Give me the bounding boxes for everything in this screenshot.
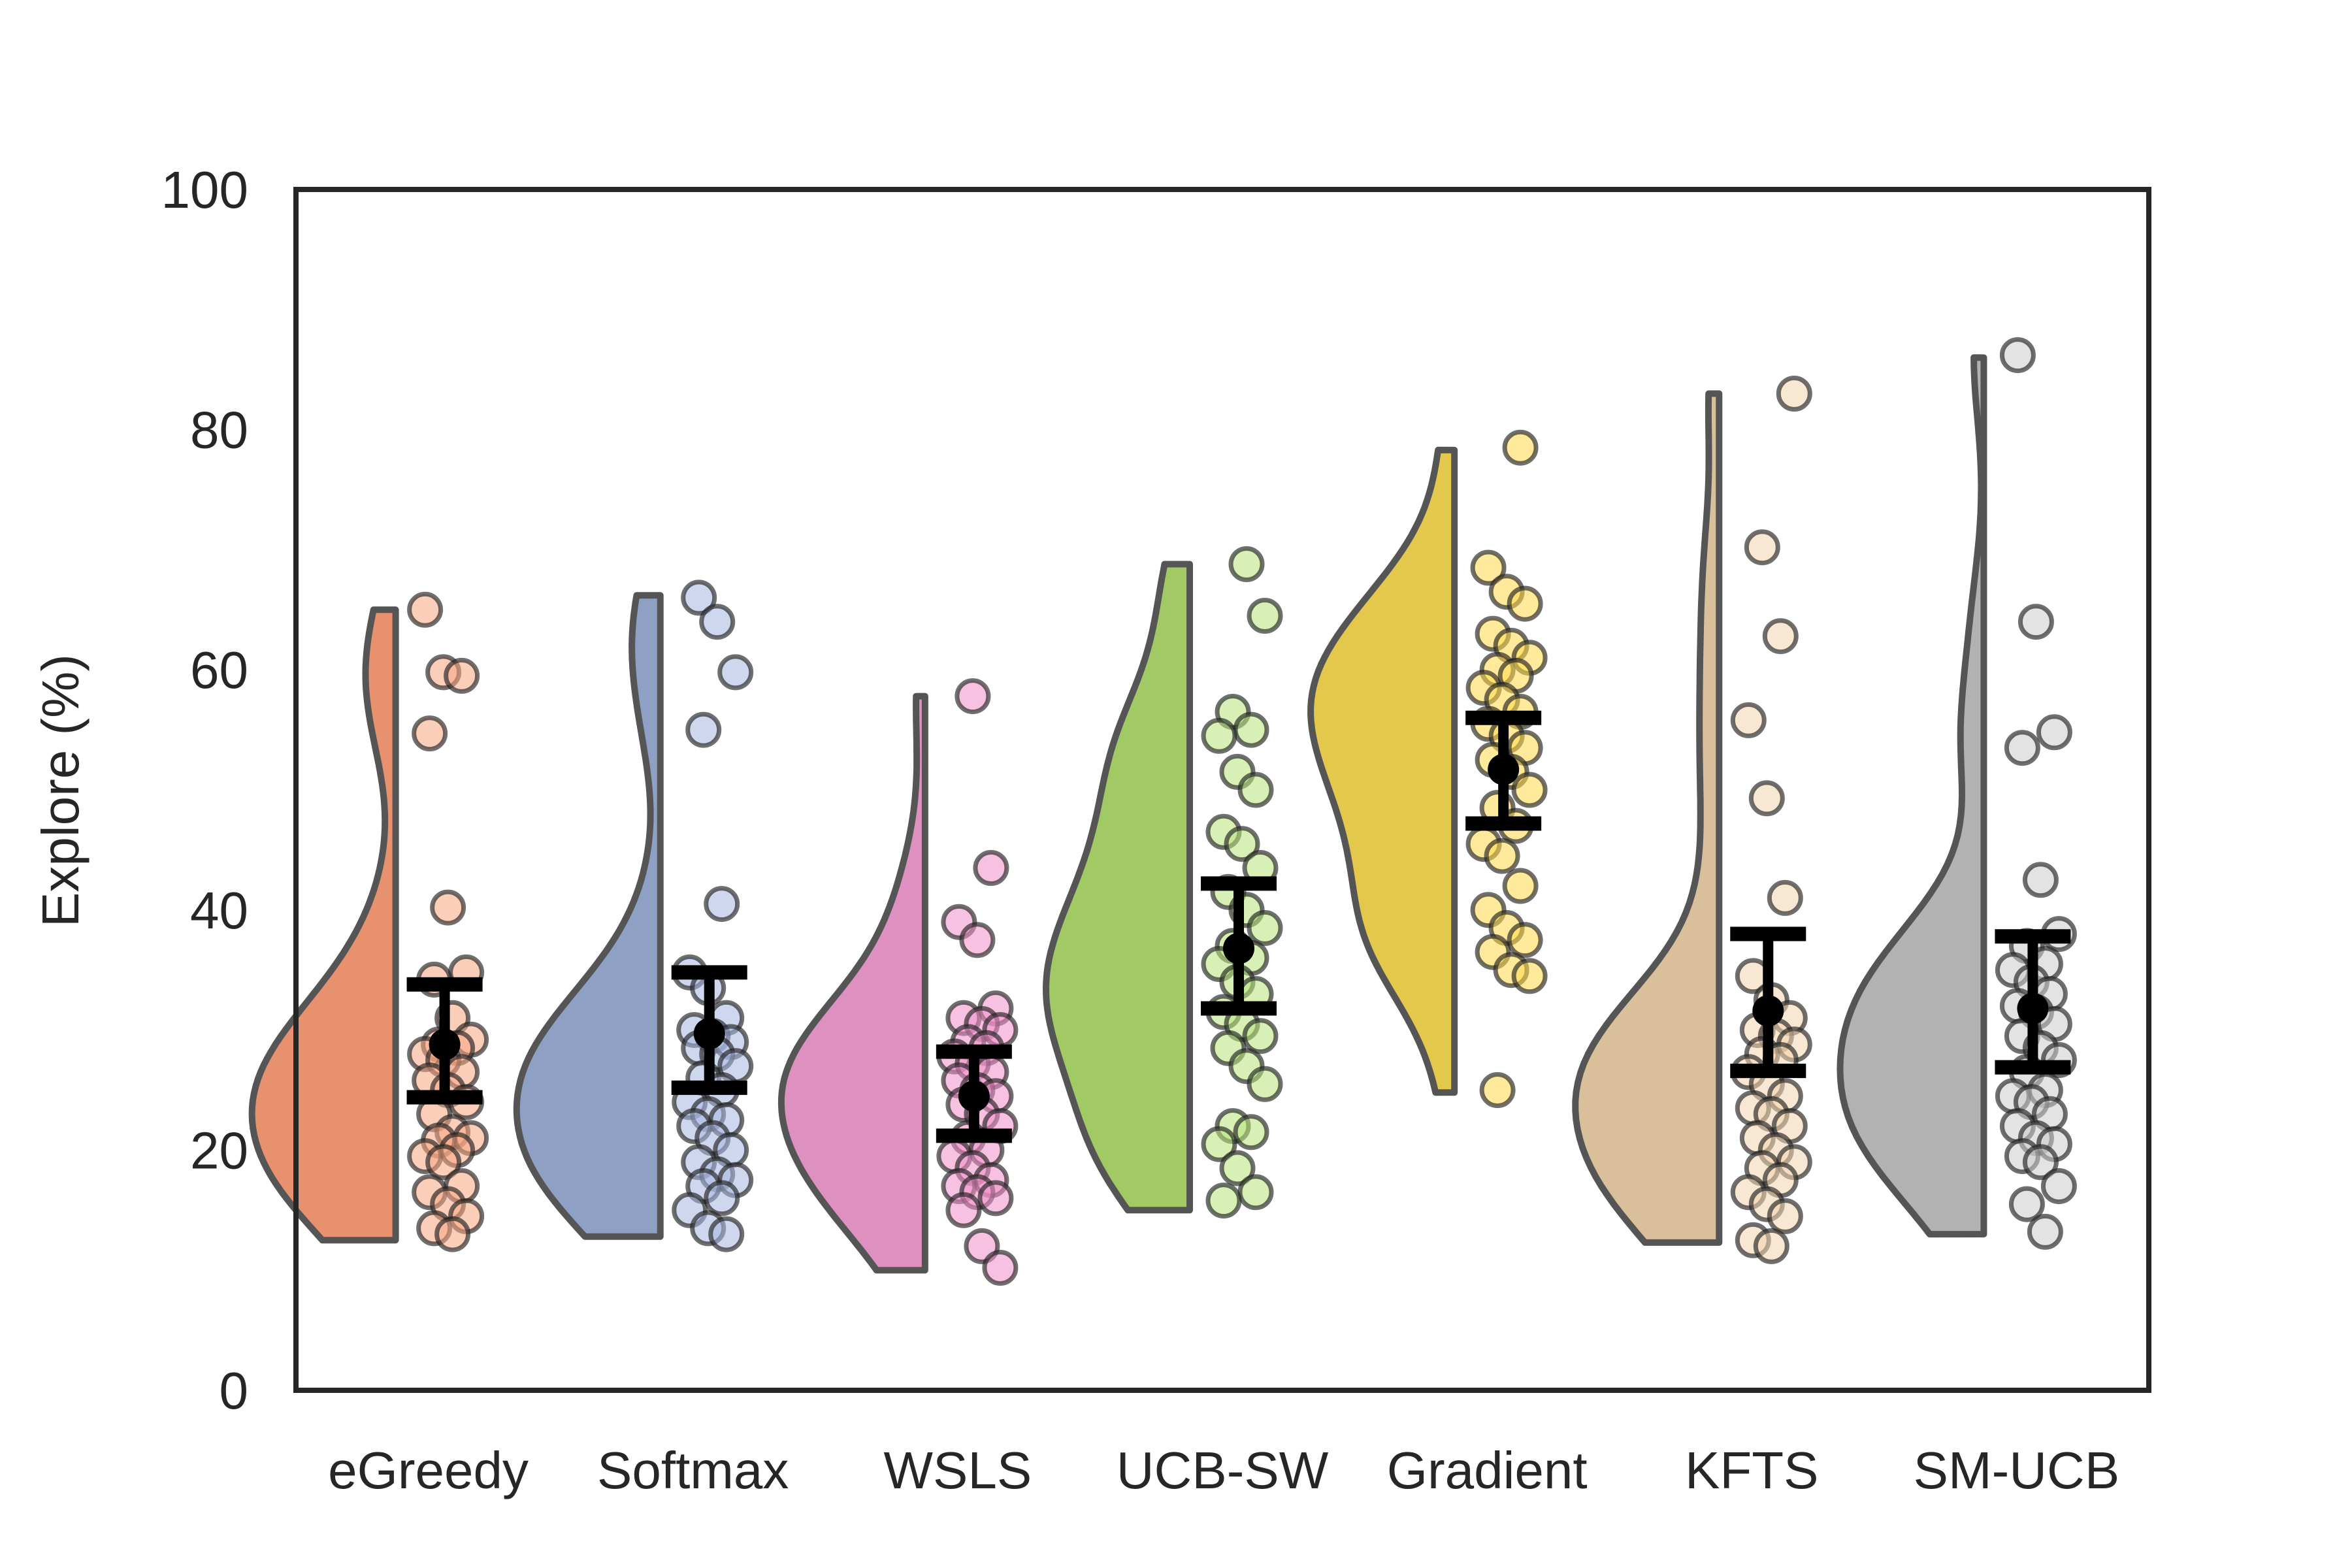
point-gradient-1 bbox=[1470, 549, 1507, 586]
point-softmax-0 bbox=[681, 580, 717, 616]
point-gradient-17 bbox=[1511, 772, 1548, 808]
mean-marker-softmax bbox=[693, 1018, 725, 1050]
y-axis-label: Explore (%) bbox=[31, 654, 90, 927]
point-gradient-0 bbox=[1502, 429, 1539, 466]
mean-marker-egreedy bbox=[429, 1028, 461, 1060]
x-tick-label-wsls: WSLS bbox=[883, 1441, 1032, 1499]
point-ucb-sw-23 bbox=[1247, 1066, 1283, 1102]
point-sm-ucb-2 bbox=[2036, 714, 2072, 751]
point-softmax-2 bbox=[717, 654, 754, 691]
x-tick-label-sm-ucb: SM-UCB bbox=[1914, 1441, 2120, 1499]
point-ucb-sw-27 bbox=[1219, 1150, 1256, 1186]
y-tick-label-40: 40 bbox=[190, 881, 248, 939]
point-softmax-26 bbox=[704, 1180, 740, 1217]
point-kfts-1 bbox=[1744, 529, 1780, 566]
point-ucb-sw-25 bbox=[1233, 1114, 1269, 1151]
point-ucb-sw-3 bbox=[1233, 711, 1269, 748]
point-ucb-sw-29 bbox=[1205, 1183, 1242, 1219]
violin-egreedy bbox=[248, 606, 399, 1244]
x-tick-label-kfts: KFTS bbox=[1685, 1441, 1818, 1499]
violin-gradient bbox=[1307, 446, 1458, 1096]
x-axis: eGreedy Softmax WSLS UCB-SW Gradient KFTS SM-U… bbox=[328, 1441, 2119, 1499]
point-ucb-sw-0 bbox=[1228, 546, 1265, 582]
violin-kfts bbox=[1572, 390, 1723, 1246]
point-kfts-0 bbox=[1776, 376, 1812, 412]
point-kfts-3 bbox=[1730, 702, 1767, 738]
point-wsls-3 bbox=[959, 922, 996, 958]
point-gradient-22 bbox=[1502, 868, 1539, 904]
point-gradient-25 bbox=[1507, 922, 1543, 958]
point-softmax-29 bbox=[708, 1216, 745, 1252]
point-ucb-sw-12 bbox=[1247, 909, 1283, 946]
point-ucb-sw-8 bbox=[1224, 826, 1260, 862]
x-tick-label-softmax: Softmax bbox=[597, 1441, 789, 1499]
mean-marker-sm-ucb bbox=[2017, 992, 2049, 1024]
x-tick-label-gradient: Gradient bbox=[1387, 1441, 1588, 1499]
point-wsls-29 bbox=[982, 1250, 1019, 1286]
y-tick-label-60: 60 bbox=[190, 641, 248, 699]
point-egreedy-3 bbox=[412, 715, 448, 752]
point-sm-ucb-0 bbox=[1999, 337, 2036, 374]
mean-marker-wsls bbox=[958, 1080, 990, 1112]
point-sm-ucb-28 bbox=[2008, 1186, 2045, 1222]
point-ucb-sw-6 bbox=[1237, 772, 1274, 808]
point-kfts-27 bbox=[1767, 1198, 1803, 1234]
plot-frame bbox=[293, 187, 2151, 1393]
mean-marker-kfts bbox=[1752, 995, 1784, 1027]
point-sm-ucb-29 bbox=[2027, 1213, 2063, 1250]
x-tick-label-egreedy: eGreedy bbox=[328, 1441, 529, 1499]
point-egreedy-2 bbox=[444, 657, 480, 694]
y-tick-label-20: 20 bbox=[190, 1121, 248, 1179]
point-ucb-sw-28 bbox=[1237, 1174, 1274, 1211]
point-egreedy-4 bbox=[430, 889, 466, 926]
violin-ucb-sw bbox=[1043, 561, 1193, 1214]
point-gradient-21 bbox=[1484, 838, 1520, 874]
point-ucb-sw-1 bbox=[1247, 598, 1283, 634]
point-kfts-4 bbox=[1748, 780, 1785, 817]
point-sm-ucb-1 bbox=[2017, 604, 2054, 640]
point-softmax-4 bbox=[704, 886, 740, 923]
point-egreedy-0 bbox=[407, 591, 444, 628]
point-ucb-sw-4 bbox=[1201, 717, 1237, 754]
point-kfts-5 bbox=[1767, 879, 1803, 916]
point-ucb-sw-20 bbox=[1242, 1018, 1279, 1054]
y-tick-label-0: 0 bbox=[220, 1362, 249, 1420]
point-sm-ucb-26 bbox=[2022, 1144, 2059, 1181]
violin-wsls bbox=[777, 693, 928, 1274]
point-ucb-sw-26 bbox=[1201, 1126, 1237, 1162]
errorbar-layer bbox=[406, 710, 2071, 1143]
point-wsls-26 bbox=[977, 1180, 1014, 1217]
point-sm-ucb-27 bbox=[2040, 1168, 2077, 1204]
point-layer bbox=[407, 337, 2077, 1286]
y-tick-label-100: 100 bbox=[161, 161, 248, 219]
x-tick-label-ucb-sw: UCB-SW bbox=[1117, 1441, 1329, 1499]
point-gradient-28 bbox=[1511, 958, 1548, 994]
point-egreedy-29 bbox=[434, 1216, 471, 1252]
point-gradient-29 bbox=[1479, 1072, 1516, 1108]
point-wsls-0 bbox=[955, 678, 991, 715]
mean-marker-gradient bbox=[1488, 753, 1520, 785]
point-kfts-2 bbox=[1762, 618, 1799, 655]
mean-marker-ucb-sw bbox=[1223, 932, 1254, 964]
point-softmax-3 bbox=[685, 711, 722, 748]
point-gradient-3 bbox=[1507, 585, 1543, 622]
violin-softmax bbox=[513, 592, 664, 1240]
point-wsls-1 bbox=[973, 850, 1009, 886]
point-kfts-29 bbox=[1753, 1228, 1789, 1264]
point-egreedy-23 bbox=[425, 1144, 462, 1181]
violin-sm-ucb bbox=[1837, 354, 1987, 1238]
y-axis: 0 20 40 60 80 100 bbox=[161, 161, 248, 1420]
point-sm-ucb-3 bbox=[2004, 730, 2040, 766]
point-softmax-1 bbox=[699, 604, 736, 640]
point-sm-ucb-4 bbox=[2022, 862, 2059, 898]
point-wsls-27 bbox=[945, 1192, 982, 1228]
y-tick-label-80: 80 bbox=[190, 401, 248, 459]
violin-layer bbox=[248, 354, 1987, 1274]
